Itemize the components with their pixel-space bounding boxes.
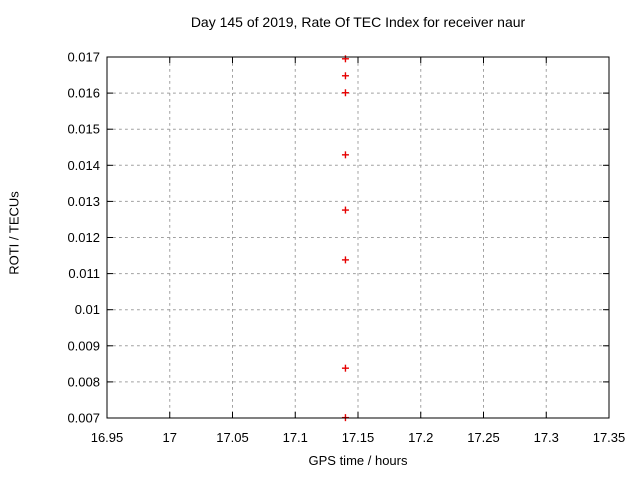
y-tick-label: 0.009 <box>67 338 100 353</box>
x-tick-label: 17.35 <box>593 430 626 445</box>
x-tick-label: 17.3 <box>534 430 559 445</box>
y-tick-label: 0.012 <box>67 230 100 245</box>
x-tick-label: 17.05 <box>216 430 249 445</box>
x-tick-label: 17.25 <box>467 430 500 445</box>
y-tick-label: 0.013 <box>67 194 100 209</box>
x-tick-label: 17.2 <box>408 430 433 445</box>
x-tick-label: 17 <box>163 430 177 445</box>
plot-border <box>106 56 610 419</box>
y-tick-label: 0.016 <box>67 86 100 101</box>
x-axis-title: GPS time / hours <box>308 453 408 468</box>
y-tick-label: 0.011 <box>68 266 100 281</box>
y-tick-label: 0.008 <box>67 374 100 389</box>
y-tick-label: 0.01 <box>75 302 100 317</box>
x-tick-label: 17.1 <box>283 430 308 445</box>
y-tick-label: 0.015 <box>67 122 100 137</box>
y-tick-label: 0.017 <box>67 50 100 65</box>
x-tick-label: 16.95 <box>91 430 124 445</box>
x-tick-label: 17.15 <box>342 430 375 445</box>
y-tick-label: 0.007 <box>67 411 100 426</box>
chart-title: Day 145 of 2019, Rate Of TEC Index for r… <box>190 14 526 30</box>
y-tick-label: 0.014 <box>67 158 100 173</box>
